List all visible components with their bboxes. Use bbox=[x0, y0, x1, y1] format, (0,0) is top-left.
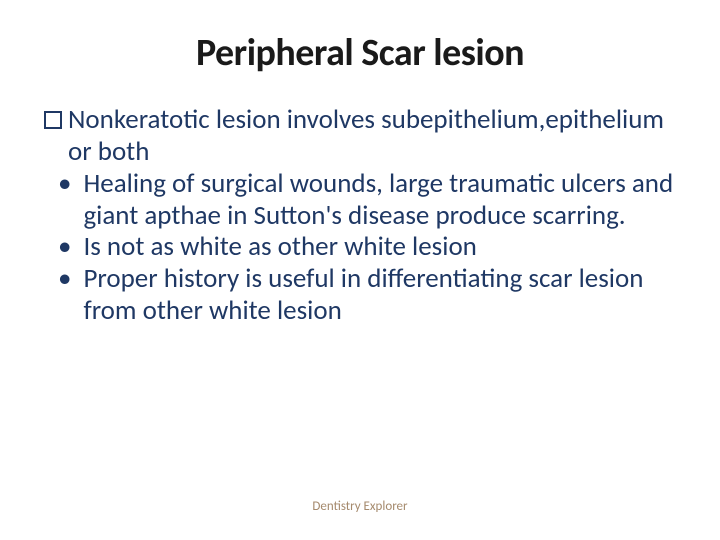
bullet-icon: • bbox=[58, 168, 71, 200]
bullet-icon: • bbox=[58, 263, 71, 295]
bullet-text: Is not as white as other white lesion bbox=[83, 231, 476, 263]
checkbox-icon bbox=[44, 111, 62, 129]
checkbox-text: Nonkeratotic lesion involves subepitheli… bbox=[68, 104, 676, 168]
footer-text: Dentistry Explorer bbox=[0, 499, 720, 514]
checkbox-bullet-item: Nonkeratotic lesion involves subepitheli… bbox=[44, 104, 676, 168]
slide-content: Nonkeratotic lesion involves subepitheli… bbox=[40, 104, 680, 327]
bullet-icon: • bbox=[58, 231, 71, 263]
bullet-text: Healing of surgical wounds, large trauma… bbox=[83, 168, 676, 232]
slide-title: Peripheral Scar lesion bbox=[40, 30, 680, 76]
bullet-item: • Proper history is useful in differenti… bbox=[44, 263, 676, 327]
bullet-item: • Healing of surgical wounds, large trau… bbox=[44, 168, 676, 232]
bullet-item: • Is not as white as other white lesion bbox=[44, 231, 676, 263]
bullet-text: Proper history is useful in differentiat… bbox=[83, 263, 676, 327]
slide-container: Peripheral Scar lesion Nonkeratotic lesi… bbox=[0, 0, 720, 540]
